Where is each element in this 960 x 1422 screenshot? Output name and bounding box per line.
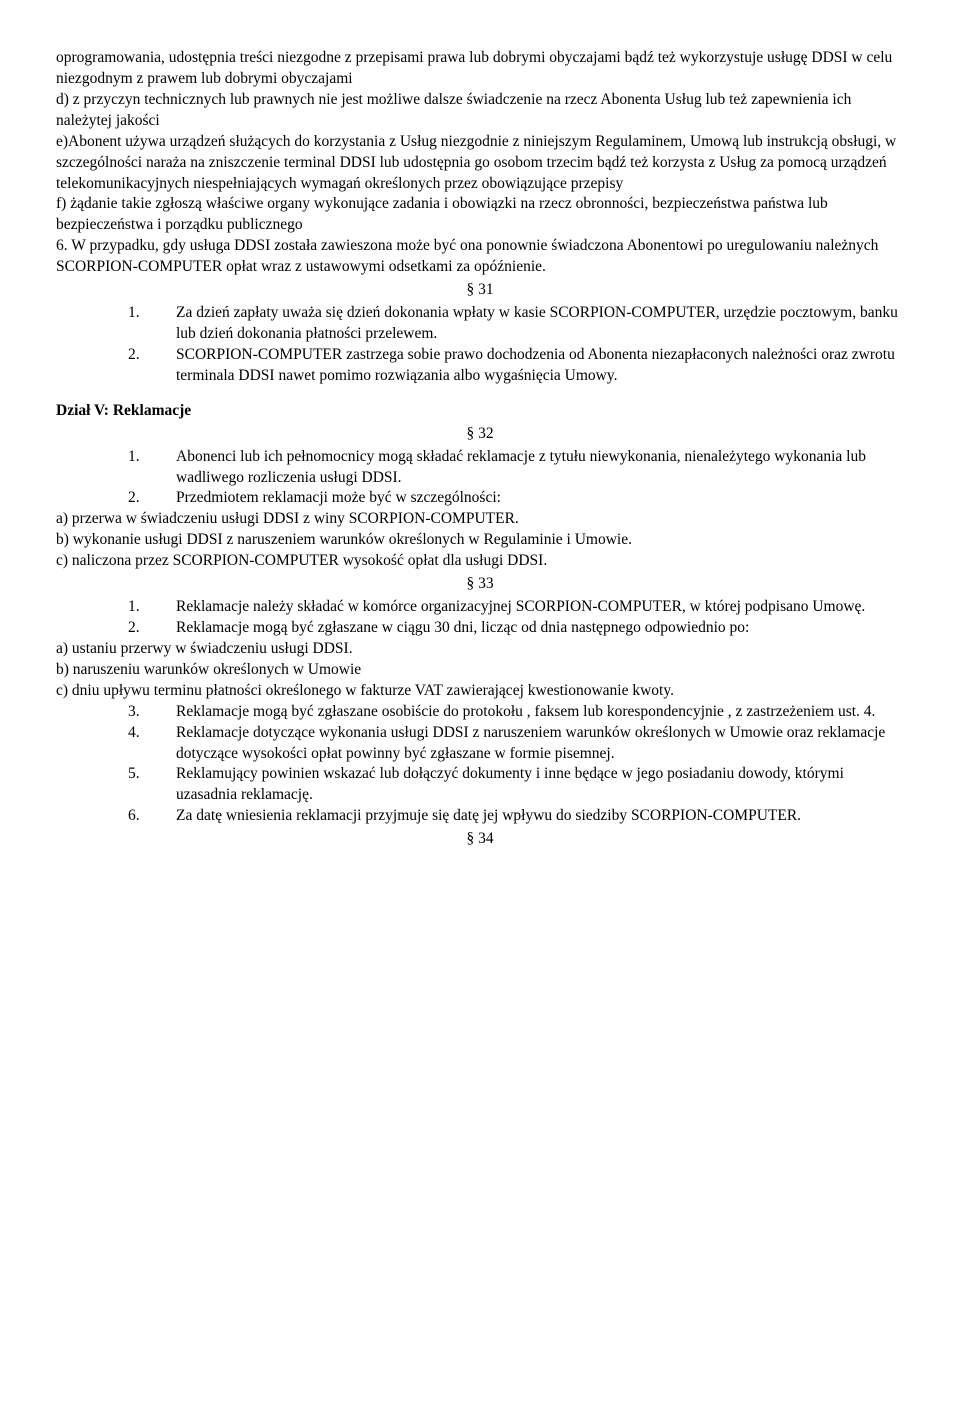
list-num: 1. — [128, 597, 176, 618]
para-32-c: c) naliczona przez SCORPION-COMPUTER wys… — [56, 551, 904, 572]
section-32: § 32 — [56, 424, 904, 445]
list-num: 2. — [128, 618, 176, 639]
para-32-b: b) wykonanie usługi DDSI z naruszeniem w… — [56, 530, 904, 551]
list-item-32-1: 1. Abonenci lub ich pełnomocnicy mogą sk… — [56, 447, 904, 489]
list-num: 2. — [128, 488, 176, 509]
list-item-32-2: 2. Przedmiotem reklamacji może być w szc… — [56, 488, 904, 509]
para-d: d) z przyczyn technicznych lub prawnych … — [56, 90, 904, 132]
list-item-33-1: 1. Reklamacje należy składać w komórce o… — [56, 597, 904, 618]
list-text: Abonenci lub ich pełnomocnicy mogą skład… — [176, 447, 904, 489]
spacer — [56, 387, 904, 401]
list-text: Za dzień zapłaty uważa się dzień dokonan… — [176, 303, 904, 345]
section-33: § 33 — [56, 574, 904, 595]
list-text: Za datę wniesienia reklamacji przyjmuje … — [176, 806, 904, 827]
heading-dzial-v: Dział V: Reklamacje — [56, 401, 904, 422]
list-num: 1. — [128, 303, 176, 345]
list-text: Reklamacje należy składać w komórce orga… — [176, 597, 904, 618]
para-intro: oprogramowania, udostępnia treści niezgo… — [56, 48, 904, 90]
list-item-31-1: 1. Za dzień zapłaty uważa się dzień doko… — [56, 303, 904, 345]
list-item-33-6: 6. Za datę wniesienia reklamacji przyjmu… — [56, 806, 904, 827]
list-num: 4. — [128, 723, 176, 765]
para-e: e)Abonent używa urządzeń służących do ko… — [56, 132, 904, 195]
section-31: § 31 — [56, 280, 904, 301]
list-num: 2. — [128, 345, 176, 387]
list-item-31-2: 2. SCORPION-COMPUTER zastrzega sobie pra… — [56, 345, 904, 387]
para-33-b: b) naruszeniu warunków określonych w Umo… — [56, 660, 904, 681]
para-32-a: a) przerwa w świadczeniu usługi DDSI z w… — [56, 509, 904, 530]
para-33-c: c) dniu upływu terminu płatności określo… — [56, 681, 904, 702]
list-text: Reklamujący powinien wskazać lub dołączy… — [176, 764, 904, 806]
list-text: Reklamacje mogą być zgłaszane osobiście … — [176, 702, 904, 723]
list-num: 5. — [128, 764, 176, 806]
para-6: 6. W przypadku, gdy usługa DDSI została … — [56, 236, 904, 278]
list-text: Przedmiotem reklamacji może być w szczeg… — [176, 488, 904, 509]
list-num: 3. — [128, 702, 176, 723]
list-text: Reklamacje dotyczące wykonania usługi DD… — [176, 723, 904, 765]
list-num: 6. — [128, 806, 176, 827]
list-text: SCORPION-COMPUTER zastrzega sobie prawo … — [176, 345, 904, 387]
list-item-33-3: 3. Reklamacje mogą być zgłaszane osobiśc… — [56, 702, 904, 723]
para-f: f) żądanie takie zgłoszą właściwe organy… — [56, 194, 904, 236]
list-item-33-5: 5. Reklamujący powinien wskazać lub dołą… — [56, 764, 904, 806]
list-item-33-2: 2. Reklamacje mogą być zgłaszane w ciągu… — [56, 618, 904, 639]
list-item-33-4: 4. Reklamacje dotyczące wykonania usługi… — [56, 723, 904, 765]
list-text: Reklamacje mogą być zgłaszane w ciągu 30… — [176, 618, 904, 639]
para-33-a: a) ustaniu przerwy w świadczeniu usługi … — [56, 639, 904, 660]
section-34: § 34 — [56, 829, 904, 850]
list-num: 1. — [128, 447, 176, 489]
